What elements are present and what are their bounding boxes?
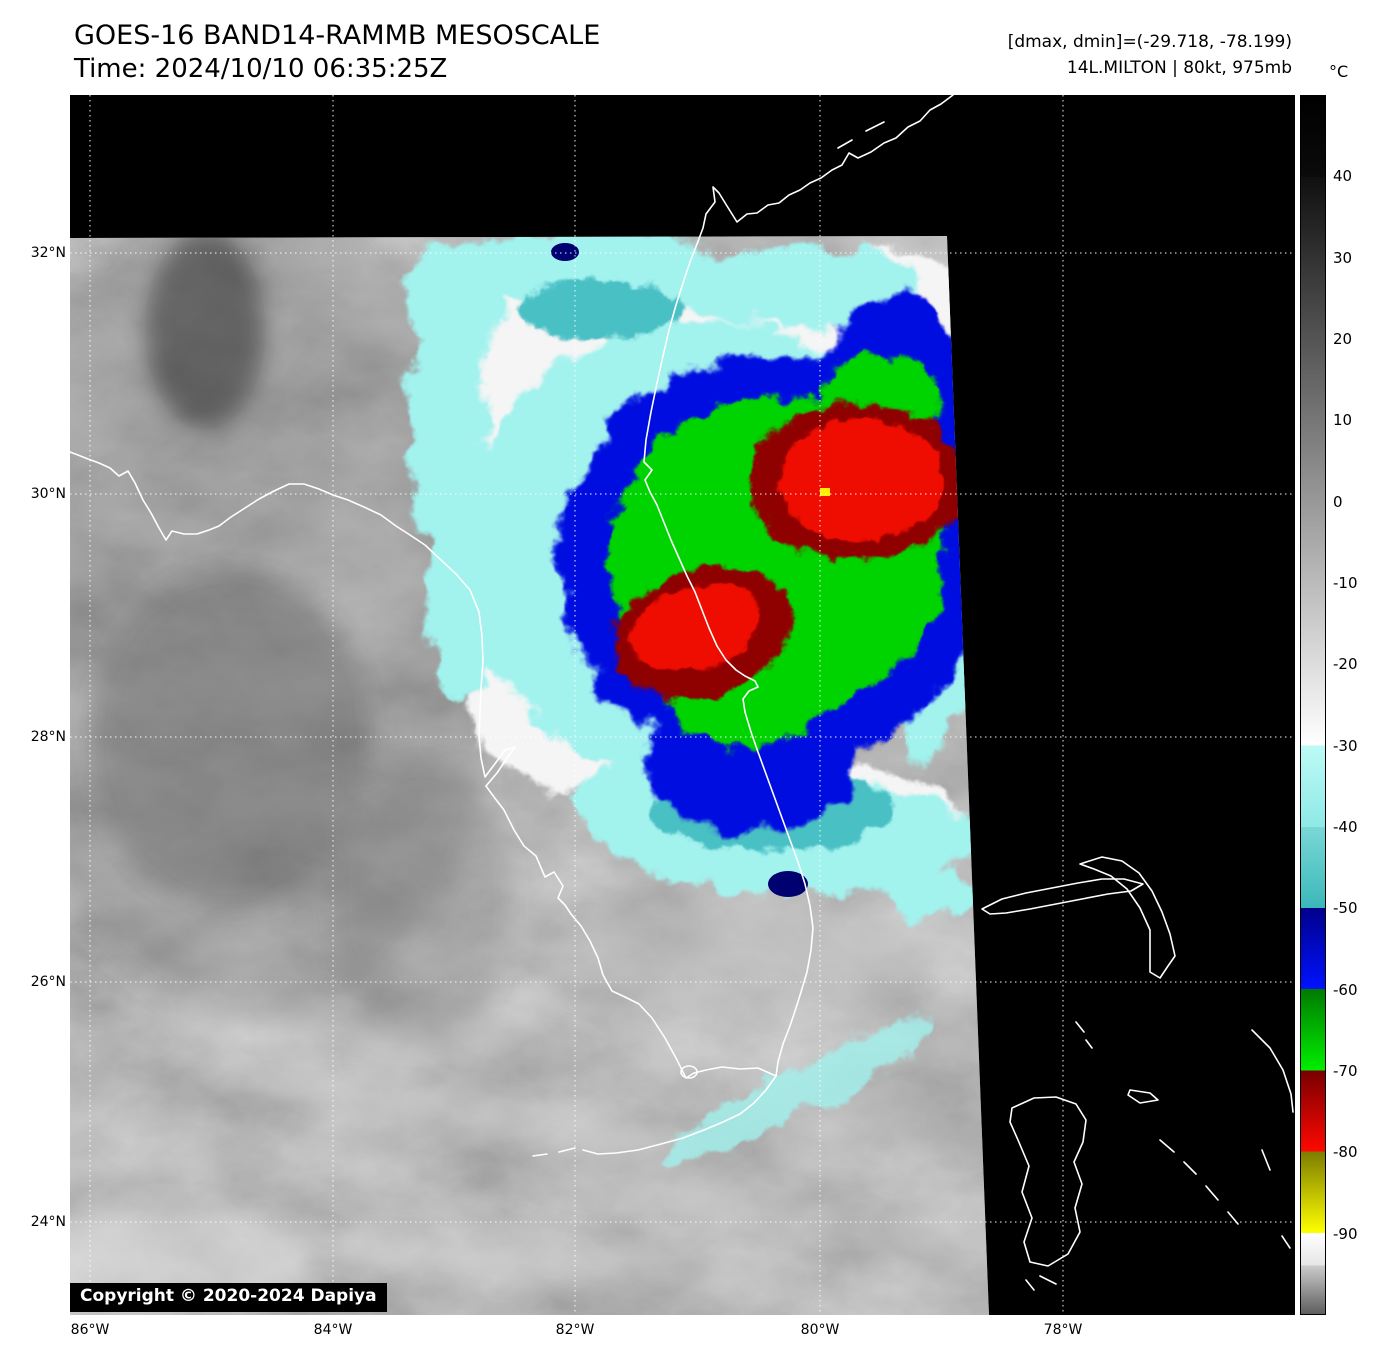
coastline-grand-bahama — [981, 878, 1144, 915]
whitewater-bay — [680, 1065, 698, 1079]
coastline-berry-islands — [1075, 1021, 1093, 1049]
figure-title: GOES-16 BAND14-RAMMB MESOSCALE — [74, 20, 601, 51]
colorbar-tick-label: -20 — [1333, 655, 1358, 674]
satellite-map — [70, 95, 1295, 1315]
lat-label-30n: 30°N — [30, 486, 66, 502]
coastline-abaco — [1079, 856, 1176, 979]
colorbar-tick-label: 40 — [1333, 167, 1353, 186]
colorbar-ticks: 40 30 20 10 0 -10 -20 -30 -40 -50 -60 -70 -80 -90 — [1333, 95, 1388, 1315]
lon-label-82w: 82°W — [555, 1322, 595, 1338]
coastline-exuma-cays — [1159, 1139, 1291, 1249]
colorbar-tick-label: -10 — [1333, 574, 1358, 592]
coastline-fragments — [532, 121, 885, 1157]
imagery-region — [70, 236, 989, 1315]
coastline-new-providence — [1127, 1089, 1159, 1104]
colorbar-tick-label: 20 — [1333, 330, 1353, 348]
graticule — [70, 95, 1295, 1315]
storm-info-readout: 14L.MILTON | 80kt, 975mb — [1066, 58, 1292, 78]
dmax-dmin-readout: [dmax, dmin]=(-29.718, -78.199) — [1007, 32, 1292, 52]
colorbar-tick-label: 30 — [1333, 248, 1353, 267]
cloud-layer-red — [630, 418, 944, 673]
colorbar-tick-label: 0 — [1333, 492, 1343, 511]
lon-label-78w: 78°W — [1043, 1322, 1083, 1338]
lat-label-24n: 24°N — [30, 1214, 66, 1230]
colorbar-tick-label: 10 — [1333, 411, 1353, 430]
coastline-andros — [1009, 1096, 1087, 1291]
lon-label-86w: 86°W — [70, 1322, 110, 1338]
copyright-badge: Copyright © 2020-2024 Dapiya — [70, 1283, 387, 1312]
colorbar-tick-label: -40 — [1333, 818, 1358, 836]
colorbar-gradient — [1300, 95, 1326, 1315]
coastline-gulf — [70, 451, 777, 1079]
lon-label-84w: 84°W — [313, 1322, 353, 1338]
colorbar-unit: °C — [1329, 62, 1349, 81]
coastline-eleuthera — [1251, 1029, 1294, 1113]
coastlines — [70, 95, 1294, 1291]
figure-time: Time: 2024/10/10 06:35:25Z — [74, 54, 448, 84]
coastline-atlantic — [582, 95, 954, 1155]
colorbar-tick-label: -60 — [1333, 980, 1358, 999]
cloud-layer-navy — [551, 243, 808, 897]
lon-label-80w: 80°W — [800, 1322, 840, 1338]
colorbar-tick-label: -80 — [1333, 1143, 1358, 1162]
colorbar-tick-label: -50 — [1333, 899, 1358, 918]
colorbar-tick-label: -90 — [1333, 1224, 1358, 1243]
cloud-layer-yellow — [820, 488, 830, 496]
lat-label-28n: 28°N — [30, 729, 66, 745]
colorbar-tick-label: -70 — [1333, 1062, 1358, 1080]
lat-label-26n: 26°N — [30, 974, 66, 990]
colorbar-tick-label: -30 — [1333, 736, 1358, 755]
tone-patches — [70, 236, 989, 1315]
lat-label-32n: 32°N — [30, 245, 66, 261]
